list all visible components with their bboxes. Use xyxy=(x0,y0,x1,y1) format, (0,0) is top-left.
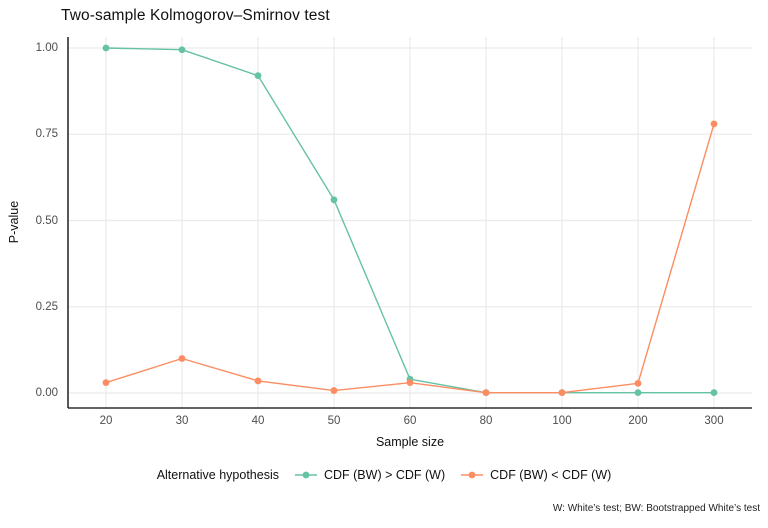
x-tick-label: 300 xyxy=(704,415,724,427)
legend-item-cdf-bw-lt-w: CDF (BW) < CDF (W) xyxy=(460,468,611,482)
y-tick-label: 0.25 xyxy=(35,300,58,313)
data-point-series-0 xyxy=(330,196,338,204)
x-tick-label: 60 xyxy=(403,415,417,427)
legend-title: Alternative hypothesis xyxy=(156,468,279,482)
legend: Alternative hypothesis CDF (BW) > CDF (W… xyxy=(0,464,768,486)
data-point-series-0 xyxy=(102,44,110,52)
y-tick-label: 1.00 xyxy=(35,42,58,54)
x-axis-title: Sample size xyxy=(375,435,445,449)
legend-key-line-dot-icon xyxy=(461,471,484,479)
y-tick-label: 0.00 xyxy=(35,387,58,399)
data-point-series-0 xyxy=(254,72,262,79)
data-point-series-1 xyxy=(558,389,566,397)
y-tick-label: 0.75 xyxy=(35,128,58,141)
legend-key-line-dot-icon xyxy=(294,471,317,479)
data-point-series-1 xyxy=(710,120,718,128)
x-tick-label: 40 xyxy=(251,415,265,427)
chart-caption: W: White’s test; BW: Bootstrapped White’… xyxy=(552,503,760,514)
chart-title: Two-sample Kolmogorov–Smirnov test xyxy=(61,7,330,24)
x-tick-label: 100 xyxy=(552,415,572,427)
x-tick-label: 80 xyxy=(479,415,493,427)
legend-label: CDF (BW) < CDF (W) xyxy=(490,468,612,482)
legend-item-cdf-bw-gt-w: CDF (BW) > CDF (W) xyxy=(294,468,445,482)
x-tick-label: 200 xyxy=(628,415,648,427)
data-point-series-1 xyxy=(482,389,490,397)
data-point-series-0 xyxy=(634,389,642,397)
data-point-series-1 xyxy=(254,377,262,385)
data-point-series-0 xyxy=(710,389,718,397)
y-tick-label: 0.50 xyxy=(35,214,58,227)
data-point-series-1 xyxy=(634,379,642,387)
x-tick-label: 20 xyxy=(99,415,113,427)
data-point-series-0 xyxy=(178,46,186,54)
legend-label: CDF (BW) > CDF (W) xyxy=(323,468,446,482)
x-tick-label: 50 xyxy=(327,415,341,427)
data-point-series-1 xyxy=(102,379,110,387)
data-point-series-1 xyxy=(406,379,414,387)
data-point-series-1 xyxy=(178,355,186,362)
data-point-series-1 xyxy=(330,387,338,394)
y-axis-title: P-value xyxy=(7,200,21,244)
x-tick-label: 30 xyxy=(175,415,189,427)
